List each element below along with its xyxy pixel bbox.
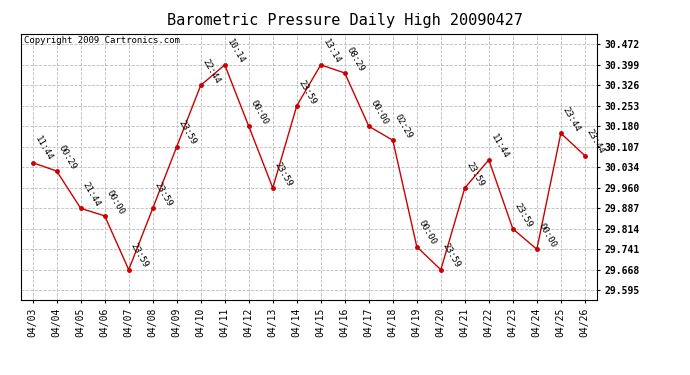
Text: 22:44: 22:44 (201, 57, 222, 86)
Text: 23:44: 23:44 (585, 128, 606, 156)
Text: 23:59: 23:59 (152, 181, 174, 209)
Text: 23:59: 23:59 (177, 119, 198, 147)
Text: 00:00: 00:00 (368, 99, 390, 126)
Text: 21:44: 21:44 (81, 181, 102, 209)
Text: 08:29: 08:29 (345, 45, 366, 73)
Text: 10:14: 10:14 (225, 37, 246, 65)
Text: 00:29: 00:29 (57, 143, 78, 171)
Text: 11:44: 11:44 (32, 135, 54, 163)
Text: 13:14: 13:14 (321, 37, 342, 65)
Text: 00:00: 00:00 (249, 99, 270, 126)
Text: 23:59: 23:59 (441, 242, 462, 270)
Text: 23:59: 23:59 (465, 160, 486, 188)
Text: 00:00: 00:00 (105, 188, 126, 216)
Text: 00:00: 00:00 (537, 222, 558, 249)
Text: Barometric Pressure Daily High 20090427: Barometric Pressure Daily High 20090427 (167, 13, 523, 28)
Text: 23:44: 23:44 (561, 105, 582, 133)
Text: 11:44: 11:44 (489, 132, 510, 160)
Text: 02:29: 02:29 (393, 112, 414, 140)
Text: 23:59: 23:59 (129, 242, 150, 270)
Text: 23:59: 23:59 (273, 160, 294, 188)
Text: 00:00: 00:00 (417, 219, 438, 247)
Text: 23:59: 23:59 (297, 78, 318, 106)
Text: Copyright 2009 Cartronics.com: Copyright 2009 Cartronics.com (23, 36, 179, 45)
Text: 23:59: 23:59 (513, 201, 534, 229)
